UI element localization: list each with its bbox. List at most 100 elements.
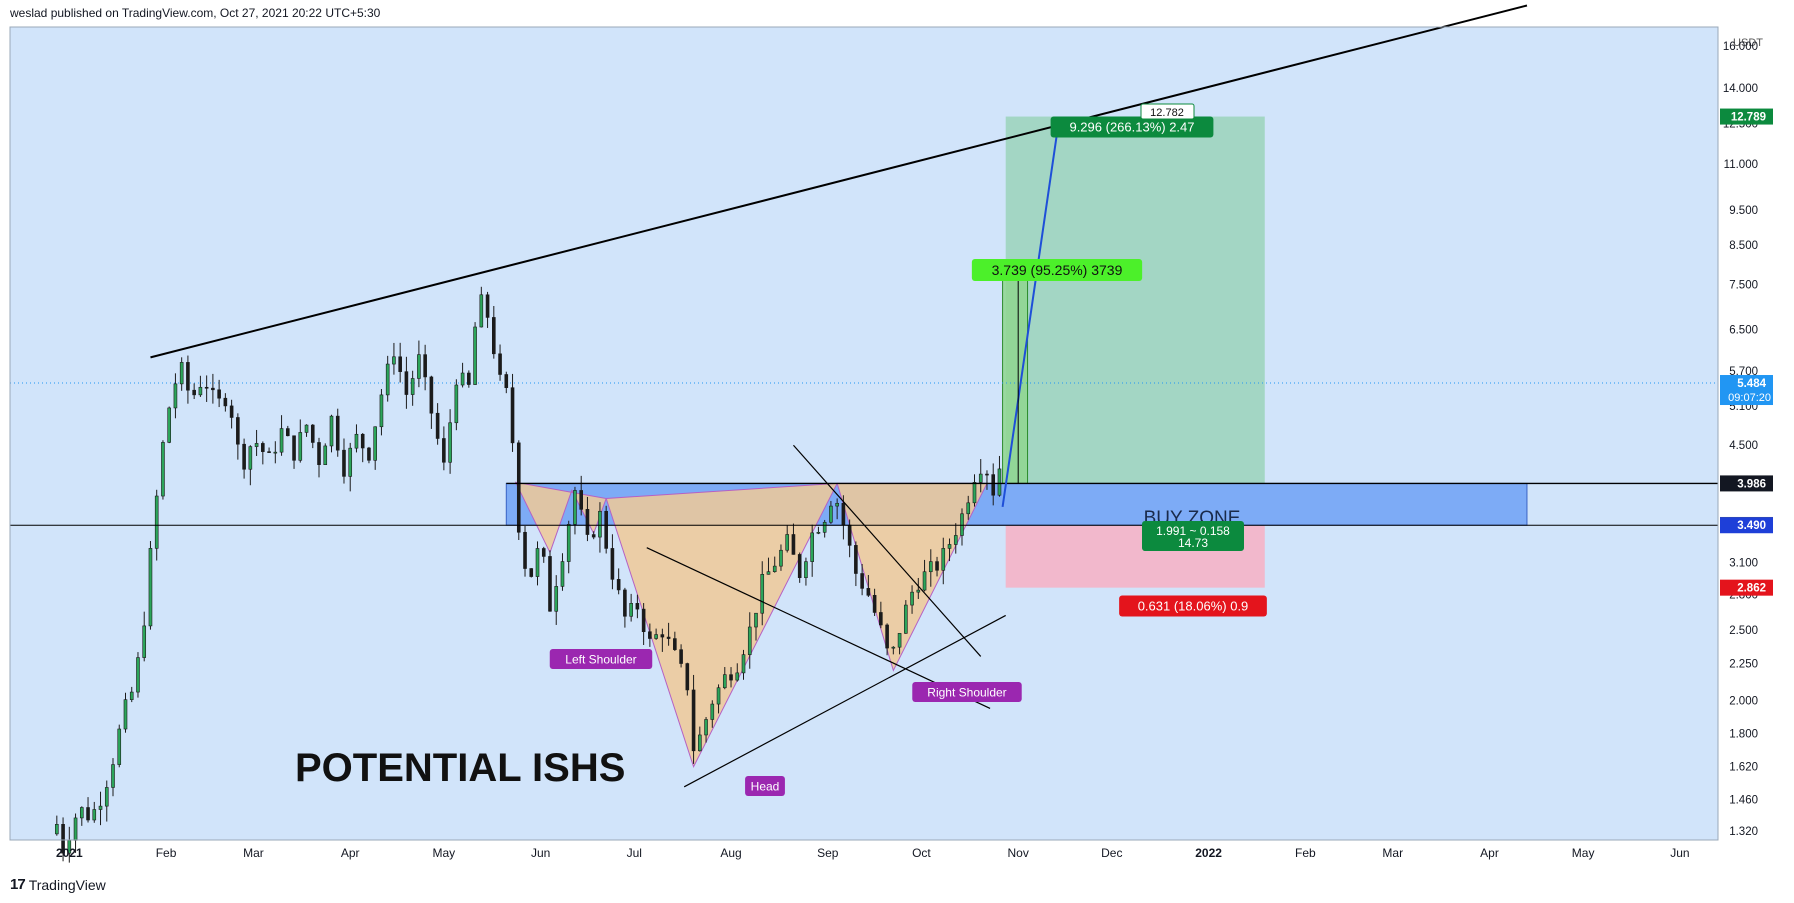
candle-body [323,445,328,465]
candle [479,286,484,328]
price-tick-label: 2.500 [1729,625,1758,637]
candle-body [635,603,640,610]
candle-body [354,433,359,449]
price-tag-text: 2.862 [1737,583,1766,595]
candle-body [722,674,727,689]
price-axis[interactable]: USDT16.00014.00012.50011.0009.5008.5007.… [1718,27,1794,840]
candle [211,373,215,404]
candle [972,474,977,507]
candle-body [847,524,852,546]
candle-body [254,443,259,447]
target-zone [1005,116,1265,484]
candle [273,441,278,464]
candle [897,633,902,655]
candle [510,373,515,452]
candle-body [629,603,633,617]
candle-body [404,371,409,395]
candle [304,424,309,437]
candle-body [960,513,964,536]
candle [123,692,128,733]
candle [55,815,59,836]
candle [685,662,690,696]
candle [548,550,552,612]
candle-body [648,631,652,639]
candle [236,413,240,460]
plot-border [9,26,1719,841]
candle [148,541,153,630]
candle [885,623,889,656]
candle-body [211,387,215,391]
candle-body [754,612,758,628]
candle-body [479,294,484,328]
candle [442,426,446,471]
candle [485,291,490,328]
price-tick-label: 1.800 [1729,729,1758,741]
time-tick-label: Apr [1480,846,1499,860]
candle-body [904,604,908,634]
candle-body [573,490,577,525]
candle-body [866,588,871,596]
footer-brand[interactable]: TradingView [28,876,106,893]
candle-body [610,548,615,580]
price-tag: 3.490 [1720,517,1773,534]
chart-title: POTENTIAL ISHS [295,746,625,790]
candle [454,379,459,431]
price-tick-label: 3.100 [1729,558,1758,570]
wedge-upper-line [793,444,982,657]
candle [822,519,827,538]
candle-body [591,534,596,538]
candle [179,357,184,391]
time-tick-label: Nov [1008,846,1029,860]
candle-body [554,586,559,612]
candle [985,470,989,490]
candle-body [972,482,977,504]
time-tick-label: Oct [912,846,931,860]
currency-label: USDT [1733,37,1763,49]
time-tick-label: 2022 [1195,846,1222,860]
candle [910,585,914,614]
candle-body [579,490,584,510]
candle [186,355,190,404]
candle [604,505,608,554]
candle-body [473,326,477,385]
candle [766,557,771,575]
candle-body [985,473,989,476]
candle-body [435,412,440,439]
candle-body [604,510,608,549]
right-shoulder-label: Right Shoulder [912,682,1022,702]
candle-body [448,422,452,463]
candle-body [498,353,502,375]
candle-body [192,389,196,396]
candle [523,526,527,577]
time-axis[interactable]: 2021 Feb Mar Apr May Jun Jul Aug Sep Oct Nov Dec 202… [56,846,1690,860]
candle-body [373,426,377,461]
candle-body [229,405,234,418]
candle-body [73,817,78,841]
candle-body [810,532,814,562]
candle [866,575,871,597]
candle [367,446,371,464]
candle [928,549,933,587]
candle-body [467,372,471,385]
left-shoulder-label: Left Shoulder [549,649,653,669]
candle-body [510,387,515,444]
candle-body [804,561,808,578]
candle [629,593,633,622]
candle [267,447,271,453]
candle [566,520,571,574]
candle [204,375,209,402]
candle [142,611,147,662]
candle [648,623,652,647]
candle-body [504,374,509,388]
candle-body [173,383,178,409]
price-tick-label: 2.000 [1729,695,1758,707]
candle-body [541,548,546,557]
candle-body [716,687,721,705]
time-tick-label: Feb [1295,846,1316,860]
candle-body [273,451,278,454]
wedge-lower-line [646,547,991,709]
candle-body [879,612,883,626]
candle-body [217,389,221,399]
